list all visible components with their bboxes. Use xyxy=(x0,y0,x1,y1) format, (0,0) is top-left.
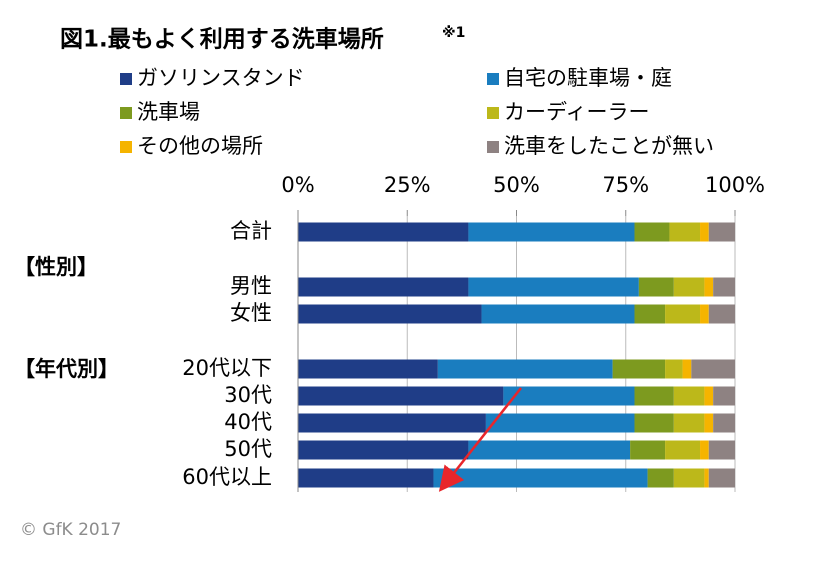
bar-segment xyxy=(298,222,469,242)
category-label: 50代 xyxy=(224,437,272,461)
legend-swatch xyxy=(487,107,499,119)
bar-segment xyxy=(485,413,635,433)
bar-segment xyxy=(665,440,701,460)
bar-segment xyxy=(704,277,714,297)
bar-segment xyxy=(468,222,635,242)
bar-segment xyxy=(634,413,674,433)
bar-segment xyxy=(665,304,701,324)
bar-segment xyxy=(708,222,735,242)
legend-swatch xyxy=(487,73,499,85)
category-label: 60代以上 xyxy=(182,465,272,489)
category-label: 女性 xyxy=(230,301,272,325)
legend-swatch xyxy=(120,141,132,153)
bar-segment xyxy=(708,468,735,488)
bar-segment xyxy=(298,386,504,406)
bar-segment xyxy=(437,359,613,379)
bar-segment xyxy=(298,277,469,297)
legend-swatch xyxy=(120,73,132,85)
legend-swatch xyxy=(120,107,132,119)
bar-segment xyxy=(468,440,631,460)
group-label: 【性別】 xyxy=(14,255,98,279)
bar-segment xyxy=(630,440,666,460)
bar-segment xyxy=(708,304,735,324)
bar-segment xyxy=(468,277,639,297)
legend-label: 洗車をしたことが無い xyxy=(504,134,714,158)
bar-segment xyxy=(665,359,683,379)
bar-segment xyxy=(647,468,674,488)
copyright: © GfK 2017 xyxy=(20,520,121,540)
legend-label: ガソリンスタンド xyxy=(137,66,305,90)
legend-label: カーディーラー xyxy=(504,100,650,124)
bar-segment xyxy=(700,222,709,242)
bar-segment xyxy=(669,222,701,242)
bar-segment xyxy=(298,440,469,460)
bar-segment xyxy=(638,277,674,297)
bar-segment xyxy=(682,359,692,379)
x-tick-label: 50% xyxy=(493,173,540,197)
bar-segment xyxy=(673,413,705,433)
category-label: 合計 xyxy=(230,219,272,243)
bar-segment xyxy=(708,440,735,460)
bar-segment xyxy=(673,386,705,406)
category-label: 20代以下 xyxy=(182,356,272,380)
x-tick-label: 25% xyxy=(384,173,431,197)
legend-label: 洗車場 xyxy=(137,100,200,124)
bar-segment xyxy=(673,468,705,488)
category-label: 男性 xyxy=(230,274,272,298)
x-tick-label: 0% xyxy=(281,173,314,197)
bar-segment xyxy=(691,359,735,379)
bar-segment xyxy=(713,386,735,406)
bar-segment xyxy=(433,468,648,488)
category-label: 40代 xyxy=(224,410,272,434)
bar-segment xyxy=(298,413,486,433)
bar-segment xyxy=(713,413,735,433)
legend-swatch xyxy=(487,141,499,153)
title-note: ※1 xyxy=(442,25,465,41)
bar-segment xyxy=(634,304,666,324)
legend-label: 自宅の駐車場・庭 xyxy=(504,66,672,90)
bar-segment xyxy=(634,222,670,242)
chart-title: 図1.最もよく利用する洗車場所 xyxy=(60,27,384,53)
legend-label: その他の場所 xyxy=(137,134,263,158)
bar-segment xyxy=(503,386,635,406)
bar-segment xyxy=(704,413,714,433)
bar-segment xyxy=(298,468,434,488)
x-tick-label: 75% xyxy=(602,173,649,197)
bar-segment xyxy=(298,359,438,379)
bar-segment xyxy=(612,359,666,379)
bar-segment xyxy=(704,468,709,488)
bar-segment xyxy=(673,277,705,297)
bar-segment xyxy=(481,304,635,324)
bar-segment xyxy=(700,440,709,460)
bar-segment xyxy=(634,386,674,406)
bar-segment xyxy=(298,304,482,324)
bar-segment xyxy=(700,304,709,324)
group-label: 【年代別】 xyxy=(14,357,119,381)
bar-segment xyxy=(713,277,735,297)
annotation-arrow xyxy=(438,387,522,492)
bar-segment xyxy=(704,386,714,406)
category-label: 30代 xyxy=(224,383,272,407)
x-tick-label: 100% xyxy=(705,173,765,197)
